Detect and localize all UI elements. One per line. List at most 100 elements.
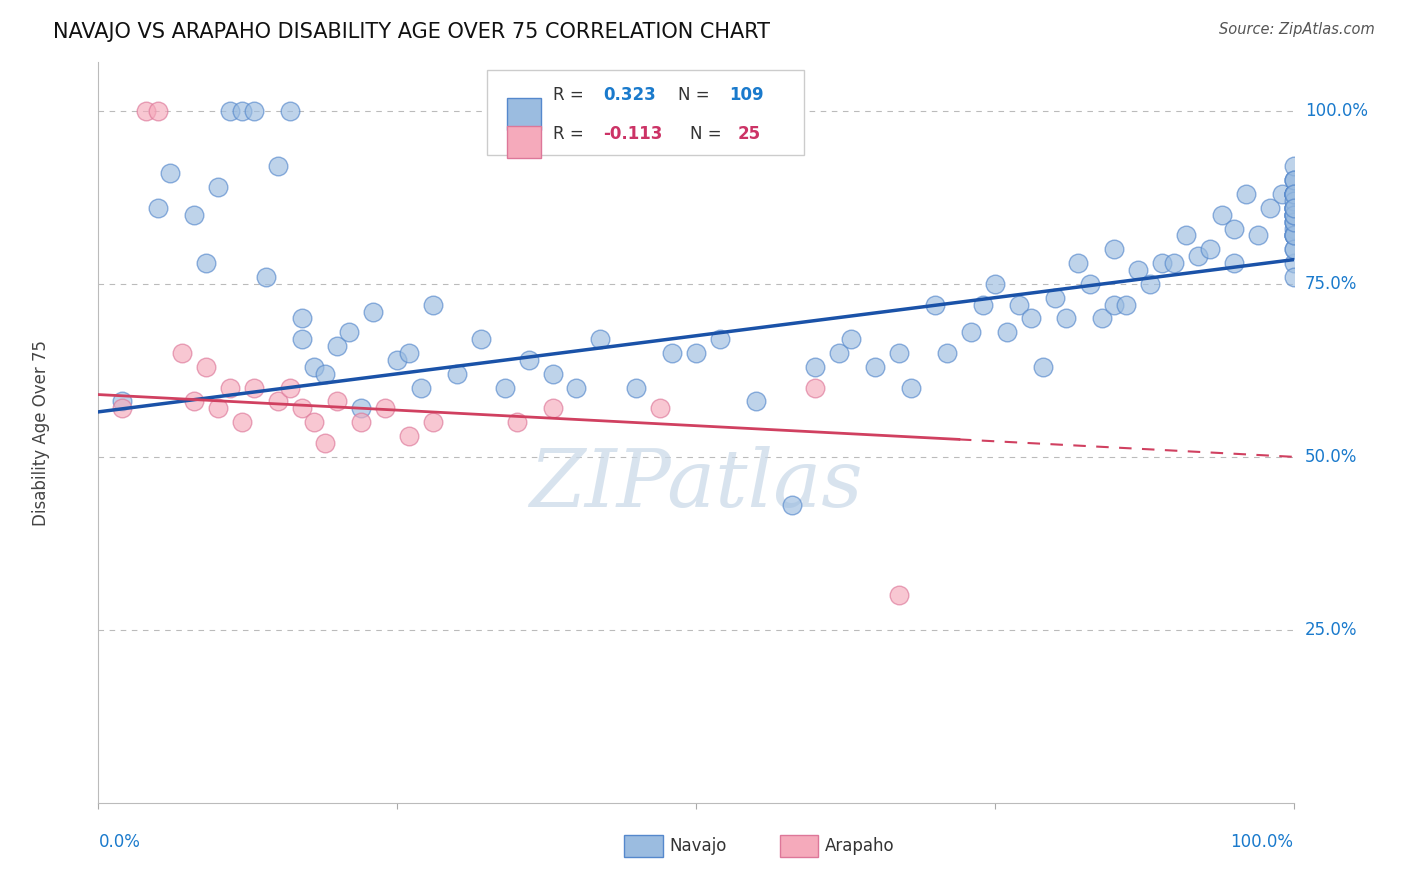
Point [278, 103, 301, 118]
Point [589, 332, 612, 346]
Point [1223, 221, 1246, 235]
Point [243, 381, 266, 395]
Point [517, 353, 540, 368]
Point [111, 394, 134, 409]
Text: 0.0%: 0.0% [98, 833, 141, 851]
Text: N =: N = [690, 125, 727, 144]
Bar [624, 835, 662, 857]
Point [1282, 228, 1305, 243]
Point [661, 346, 683, 360]
Text: 0.323: 0.323 [603, 87, 655, 104]
Point [363, 304, 385, 318]
Point [267, 159, 290, 173]
Point [1056, 311, 1078, 326]
Point [172, 346, 194, 360]
Point [1032, 359, 1054, 374]
Text: 50.0%: 50.0% [1305, 448, 1357, 466]
Point [1199, 242, 1222, 256]
Point [1282, 208, 1305, 222]
Point [1115, 297, 1137, 311]
Point [231, 415, 253, 429]
Point [326, 339, 349, 353]
Point [1282, 201, 1305, 215]
Point [1282, 186, 1305, 201]
Text: N =: N = [678, 87, 714, 104]
Point [648, 401, 672, 416]
Point [1163, 256, 1185, 270]
Bar [508, 98, 541, 129]
Text: NAVAJO VS ARAPAHO DISABILITY AGE OVER 75 CORRELATION CHART: NAVAJO VS ARAPAHO DISABILITY AGE OVER 75… [53, 22, 770, 42]
Point [1211, 208, 1233, 222]
Point [936, 346, 959, 360]
Text: Disability Age Over 75: Disability Age Over 75 [32, 340, 51, 525]
Point [1282, 269, 1305, 284]
Point [1152, 256, 1174, 270]
Point [1282, 242, 1305, 256]
Point [1282, 214, 1305, 228]
Point [411, 381, 433, 395]
Text: Navajo: Navajo [669, 837, 727, 855]
Point [398, 346, 420, 360]
Point [315, 436, 337, 450]
Point [207, 180, 229, 194]
Text: R =: R = [553, 125, 589, 144]
Point [291, 401, 314, 416]
Point [828, 346, 851, 360]
Point [1282, 208, 1305, 222]
Bar [780, 835, 818, 857]
Point [111, 401, 134, 416]
Point [995, 326, 1018, 340]
Point [446, 367, 468, 381]
Point [159, 166, 181, 180]
Point [1282, 201, 1305, 215]
Point [972, 297, 994, 311]
Point [374, 401, 396, 416]
Point [865, 359, 887, 374]
Point [1175, 228, 1198, 243]
Text: -0.113: -0.113 [603, 125, 662, 144]
Point [243, 103, 266, 118]
Point [1104, 242, 1126, 256]
Point [148, 103, 170, 118]
Point [278, 381, 301, 395]
Point [1271, 186, 1294, 201]
Point [1223, 256, 1246, 270]
Point [350, 401, 373, 416]
Text: 109: 109 [730, 87, 763, 104]
Point [1282, 186, 1305, 201]
Point [541, 401, 564, 416]
Point [315, 367, 337, 381]
Text: 75.0%: 75.0% [1305, 275, 1357, 293]
Point [1128, 263, 1150, 277]
Point [1282, 221, 1305, 235]
Point [326, 394, 349, 409]
Point [1067, 256, 1090, 270]
Point [984, 277, 1007, 291]
Point [195, 359, 218, 374]
Point [1234, 186, 1257, 201]
Point [183, 208, 205, 222]
Point [1282, 208, 1305, 222]
Bar [508, 127, 541, 158]
Point [889, 588, 911, 602]
Point [685, 346, 707, 360]
Text: R =: R = [553, 87, 589, 104]
Point [148, 201, 170, 215]
Point [219, 103, 242, 118]
Point [804, 381, 827, 395]
Point [1282, 186, 1305, 201]
Point [1247, 228, 1270, 243]
Point [626, 381, 648, 395]
Point [1282, 186, 1305, 201]
Point [291, 332, 314, 346]
Point [804, 359, 827, 374]
Point [1282, 173, 1305, 187]
Point [1282, 186, 1305, 201]
Point [422, 297, 444, 311]
Text: ZIPatlas: ZIPatlas [529, 446, 863, 524]
Point [1282, 201, 1305, 215]
Point [506, 415, 529, 429]
Point [1080, 277, 1102, 291]
Point [780, 498, 803, 512]
Point [1282, 214, 1305, 228]
